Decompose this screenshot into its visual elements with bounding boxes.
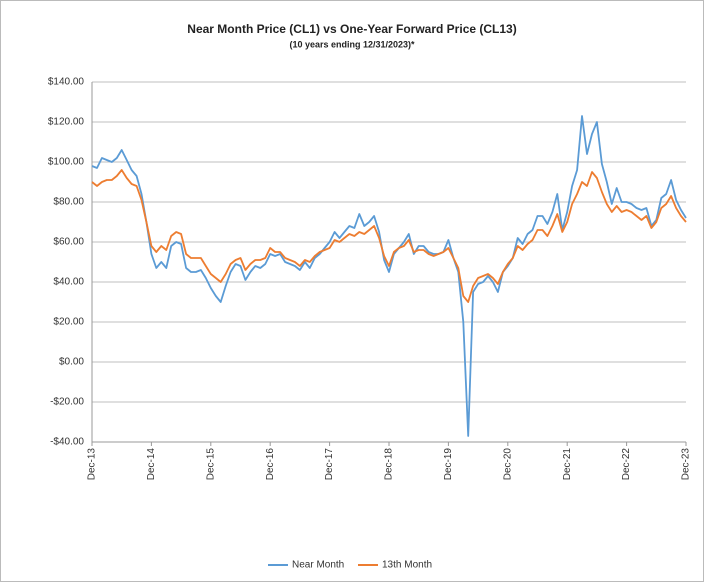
x-tick-label: Dec-15 bbox=[205, 448, 216, 481]
legend-label: 13th Month bbox=[382, 560, 432, 571]
y-tick-label: $80.00 bbox=[53, 197, 84, 208]
series-line bbox=[91, 115, 687, 437]
y-tick-label: -$40.00 bbox=[50, 437, 84, 448]
series-line bbox=[91, 169, 687, 303]
x-tick-label: Dec-23 bbox=[681, 448, 692, 481]
y-tick-label: $0.00 bbox=[59, 357, 84, 368]
y-tick-label: $120.00 bbox=[48, 117, 85, 128]
chart-subtitle: (10 years ending 12/31/2023)* bbox=[289, 39, 415, 49]
x-tick-label: Dec-16 bbox=[265, 448, 276, 481]
chart-title: Near Month Price (CL1) vs One-Year Forwa… bbox=[187, 22, 516, 36]
y-tick-label: $20.00 bbox=[53, 317, 84, 328]
y-tick-label: $40.00 bbox=[53, 277, 84, 288]
y-tick-label: $100.00 bbox=[48, 157, 85, 168]
y-tick-label: $140.00 bbox=[48, 77, 85, 88]
x-tick-label: Dec-21 bbox=[562, 448, 573, 481]
x-tick-label: Dec-18 bbox=[384, 448, 395, 481]
y-tick-label: -$20.00 bbox=[50, 397, 84, 408]
x-tick-label: Dec-14 bbox=[146, 448, 157, 481]
x-tick-label: Dec-20 bbox=[502, 448, 513, 481]
x-tick-label: Dec-19 bbox=[443, 448, 454, 481]
x-tick-label: Dec-17 bbox=[324, 448, 335, 481]
y-tick-label: $60.00 bbox=[53, 237, 84, 248]
x-tick-label: Dec-13 bbox=[87, 448, 98, 481]
x-tick-label: Dec-22 bbox=[621, 448, 632, 481]
legend-label: Near Month bbox=[292, 560, 344, 571]
